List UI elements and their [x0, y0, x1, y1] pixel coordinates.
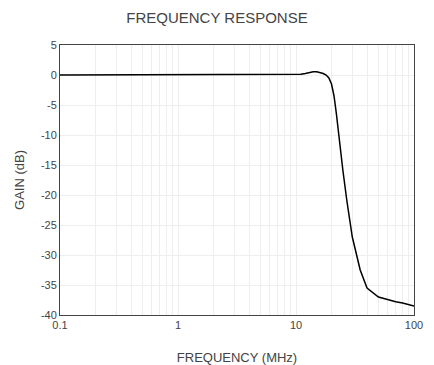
svg-text:10: 10 — [290, 319, 302, 331]
svg-text:0.1: 0.1 — [52, 319, 67, 331]
svg-text:5: 5 — [51, 39, 57, 51]
svg-text:-15: -15 — [41, 159, 57, 171]
svg-text:-30: -30 — [41, 249, 57, 261]
svg-text:-40: -40 — [41, 309, 57, 321]
svg-text:-10: -10 — [41, 129, 57, 141]
svg-text:0: 0 — [51, 69, 57, 81]
svg-text:FREQUENCY RESPONSE: FREQUENCY RESPONSE — [126, 9, 307, 26]
svg-text:GAIN (dB): GAIN (dB) — [12, 150, 27, 210]
svg-text:-5: -5 — [47, 99, 57, 111]
svg-text:-20: -20 — [41, 189, 57, 201]
svg-text:1: 1 — [175, 319, 181, 331]
svg-text:-25: -25 — [41, 219, 57, 231]
svg-text:100: 100 — [405, 319, 423, 331]
svg-text:-35: -35 — [41, 279, 57, 291]
svg-text:FREQUENCY (MHz): FREQUENCY (MHz) — [177, 350, 297, 365]
